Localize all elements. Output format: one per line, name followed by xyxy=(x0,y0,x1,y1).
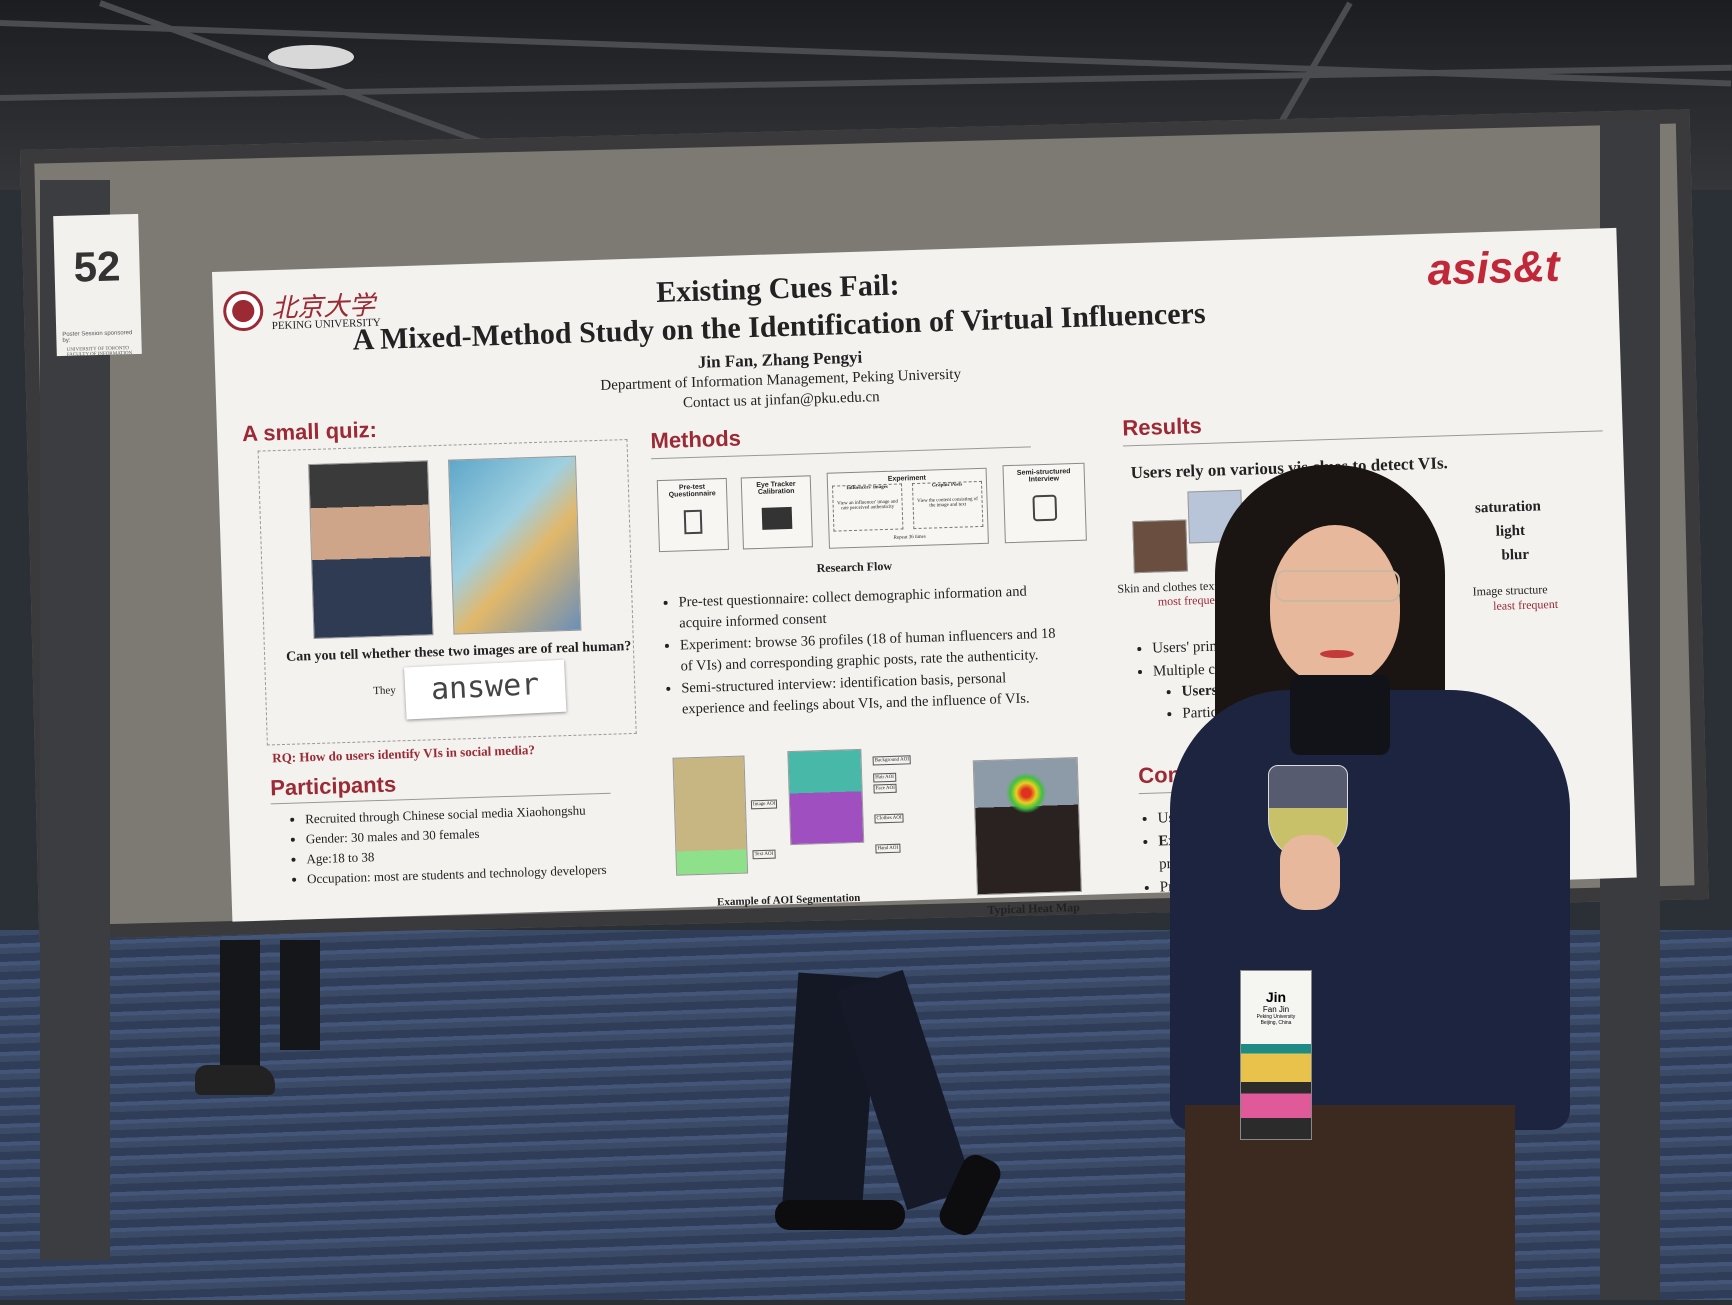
aoi-label: Text AOI xyxy=(752,849,776,860)
quiz-heading: A small quiz: xyxy=(241,416,378,447)
heat-map-image xyxy=(972,757,1082,896)
hand xyxy=(1280,835,1340,910)
turtleneck xyxy=(1290,675,1390,755)
badge-full-name: Fan Jin xyxy=(1262,1005,1290,1014)
sweater xyxy=(1170,690,1570,1130)
quiz-photo-man xyxy=(308,460,434,639)
flow-step-calibration: Eye Tracker Calibration xyxy=(740,475,813,550)
board-post xyxy=(40,180,110,1260)
methods-heading: Methods xyxy=(650,425,742,454)
flow-step-interview: Semi-structured Interview xyxy=(1002,462,1087,544)
ceiling-sensor-icon xyxy=(268,45,354,69)
research-question: RQ: How do users identify VIs in social … xyxy=(272,742,536,766)
aoi-label: Hair AOI xyxy=(873,772,897,783)
participants-heading: Participants xyxy=(269,771,397,801)
aoi-label: Clothes AOI xyxy=(874,813,904,824)
methods-list: Pre-test questionnaire: collect demograp… xyxy=(662,580,1066,722)
flow-step-experiment: Experiment Influencers' images View an in… xyxy=(826,467,989,549)
face xyxy=(1270,525,1400,685)
experiment-images: Influencers' images View an influencer' i… xyxy=(832,483,904,532)
results-heading: Results xyxy=(1121,412,1203,441)
badge-affiliation: Peking University Beijing, China xyxy=(1256,1014,1296,1026)
booth-number: 52 xyxy=(73,242,121,291)
experiment-posts: Graphic Posts View the content consisting… xyxy=(911,480,984,530)
aoi-label: Face AOI xyxy=(873,783,898,794)
passerby-legs xyxy=(195,940,330,1100)
research-flow-caption: Research Flow xyxy=(816,558,893,576)
participants-list: Recruited through Chinese social media X… xyxy=(289,800,607,890)
name-badge: Jin Fan Jin Peking University Beijing, C… xyxy=(1240,970,1312,1140)
asist-logo: asis&t xyxy=(1426,241,1561,295)
flow-step-questionnaire: Pre-test Questionnaire xyxy=(656,477,729,553)
glasses xyxy=(1275,570,1400,602)
aoi-segmented-image xyxy=(787,748,865,846)
monitor-icon xyxy=(761,506,793,530)
skirt xyxy=(1185,1105,1515,1305)
aoi-source-image xyxy=(672,755,749,876)
quiz-photo-woman xyxy=(448,455,582,635)
repeat-label: Repeat 36 times xyxy=(893,534,926,541)
heat-map-caption: Typical Heat Map xyxy=(987,900,1081,917)
presenter: Jin Fan Jin Peking University Beijing, C… xyxy=(1150,465,1600,1305)
quiz-answer-flap[interactable]: answer xyxy=(404,659,567,720)
quiz-answer-text: answer xyxy=(430,666,541,708)
aoi-label: Hand AOI xyxy=(875,843,901,854)
badge-first-name: Jin xyxy=(1265,989,1287,1005)
interview-icon xyxy=(1032,494,1058,522)
document-icon xyxy=(683,509,703,535)
aoi-label: Background AOI xyxy=(872,755,912,766)
booth-number-card: 52 Poster Session sponsored by: UNIVERSI… xyxy=(53,213,142,358)
lips xyxy=(1320,650,1354,658)
quiz-answer-prefix: They xyxy=(373,684,397,698)
aoi-label: Image AOI xyxy=(750,799,778,810)
passerby-legs xyxy=(760,969,1020,1245)
sponsor-line: Poster Session sponsored by: xyxy=(62,330,133,344)
sponsor-name: UNIVERSITY OF TORONTO FACULTY OF INFORMA… xyxy=(66,346,133,358)
